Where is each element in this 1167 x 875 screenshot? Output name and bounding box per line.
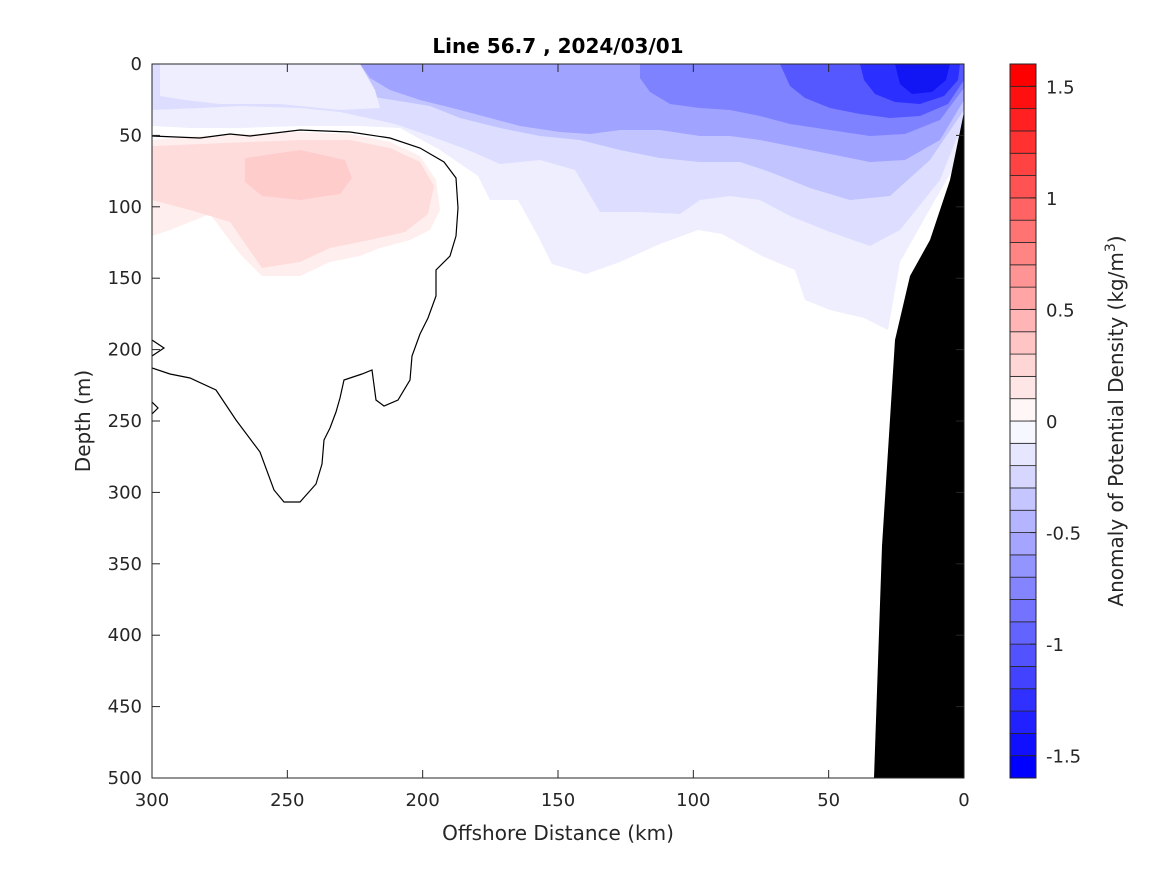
colorbar-cell bbox=[1009, 621, 1037, 645]
colorbar-cell bbox=[1009, 487, 1037, 511]
positive-anomaly-band-strong bbox=[245, 150, 352, 200]
x-axis-label: Offshore Distance (km) bbox=[442, 821, 674, 845]
positive-anomaly-band-medium bbox=[152, 140, 434, 268]
x-tick-label: 200 bbox=[405, 790, 439, 811]
colorbar-cell bbox=[1009, 554, 1037, 578]
y-tick-label: 0 bbox=[131, 54, 142, 75]
y-tick-label: 500 bbox=[108, 768, 142, 789]
colorbar-label: Anomaly of Potential Density (kg/m3) bbox=[1103, 235, 1128, 606]
colorbar-cell bbox=[1009, 509, 1037, 533]
colorbar-cell bbox=[1009, 197, 1037, 221]
y-tick-label: 150 bbox=[108, 268, 142, 289]
y-tick-label: 50 bbox=[119, 125, 142, 146]
x-tick-label: 0 bbox=[958, 790, 969, 811]
y-tick-label: 100 bbox=[108, 197, 142, 218]
colorbar-cell bbox=[1009, 331, 1037, 355]
colorbar-cell bbox=[1009, 688, 1037, 712]
y-axis: 0 50 100 150 200 250 300 350 400 450 500 bbox=[108, 54, 964, 789]
y-tick-label: 200 bbox=[108, 340, 142, 361]
negative-anomaly-band-max bbox=[895, 64, 950, 94]
colorbar-cell bbox=[1009, 465, 1037, 489]
y-axis-label: Depth (m) bbox=[71, 370, 95, 472]
colorbar-cell bbox=[1009, 130, 1037, 154]
colorbar-cell bbox=[1009, 755, 1037, 779]
colorbar-cell bbox=[1009, 599, 1037, 623]
zero-anomaly-contour-small-1 bbox=[152, 339, 166, 357]
colorbar-cell bbox=[1009, 442, 1037, 467]
colorbar-cell bbox=[1009, 264, 1037, 288]
chart-title: Line 56.7 , 2024/03/01 bbox=[432, 34, 683, 58]
colorbar-cell bbox=[1009, 375, 1037, 400]
surface-pale-patch bbox=[160, 64, 380, 110]
colorbar-cell bbox=[1009, 643, 1037, 667]
x-tick-label: 50 bbox=[817, 790, 840, 811]
colorbar-cell bbox=[1009, 175, 1037, 199]
y-tick-label: 300 bbox=[108, 482, 142, 503]
colorbar-cell bbox=[1009, 420, 1037, 444]
colorbar-label-sup: 3 bbox=[1103, 243, 1119, 252]
plot-area: 300 250 200 150 100 50 0 050100150200250300350… bbox=[108, 54, 970, 811]
colorbar-cell bbox=[1009, 242, 1037, 266]
colorbar-cell bbox=[1009, 532, 1037, 556]
colorbar-cell bbox=[1009, 152, 1037, 176]
colorbar-tick-label: 1 bbox=[1046, 189, 1057, 210]
x-tick-label: 100 bbox=[676, 790, 710, 811]
colorbar-tick-label: -1 bbox=[1046, 635, 1064, 656]
x-tick-label: 300 bbox=[135, 790, 169, 811]
colorbar-cell bbox=[1009, 710, 1037, 734]
y-tick-label: 450 bbox=[108, 697, 142, 718]
colorbar-cell bbox=[1009, 309, 1037, 333]
zero-anomaly-contour bbox=[152, 129, 459, 503]
y-tick-label: 400 bbox=[108, 625, 142, 646]
colorbar-cell bbox=[1009, 666, 1037, 690]
colorbar-tick-label: -0.5 bbox=[1046, 524, 1081, 545]
bathymetry-seafloor bbox=[874, 112, 964, 778]
x-axis: 300 250 200 150 100 50 0 bbox=[135, 64, 970, 811]
colorbar-tick-label: 1.5 bbox=[1046, 77, 1075, 98]
colorbar-cell bbox=[1009, 576, 1037, 600]
colorbar-cell bbox=[1009, 353, 1037, 377]
colorbar-tick-label: -1.5 bbox=[1046, 747, 1081, 768]
y-tick-label: 250 bbox=[108, 411, 142, 432]
colorbar-cell bbox=[1009, 63, 1037, 87]
colorbar-cell bbox=[1009, 732, 1037, 757]
colorbar-cell bbox=[1009, 85, 1037, 110]
colorbar-ticks: 1.5 1 0.5 0 -0.5 -1 -1.5 bbox=[1030, 77, 1081, 768]
y-tick-label: 350 bbox=[108, 554, 142, 575]
colorbar-label-suffix: ) bbox=[1104, 235, 1128, 243]
colorbar-label-prefix: Anomaly of Potential Density (kg/m bbox=[1104, 252, 1128, 606]
colorbar-cell bbox=[1009, 286, 1037, 310]
colorbar-cell bbox=[1009, 219, 1037, 243]
colorbar-tick-label: 0.5 bbox=[1046, 300, 1075, 321]
zero-anomaly-contour-small-2 bbox=[152, 401, 159, 415]
x-tick-label: 250 bbox=[270, 790, 304, 811]
colorbar: 1.5 1 0.5 0 -0.5 -1 -1.5 Anomaly of Potential … bbox=[1009, 63, 1128, 779]
colorbar-cell bbox=[1009, 398, 1037, 422]
colorbar-cells bbox=[1009, 63, 1037, 779]
density-anomaly-field bbox=[152, 64, 964, 778]
colorbar-cell bbox=[1009, 108, 1037, 132]
x-tick-label: 150 bbox=[541, 790, 575, 811]
colorbar-tick-label: 0 bbox=[1046, 412, 1057, 433]
